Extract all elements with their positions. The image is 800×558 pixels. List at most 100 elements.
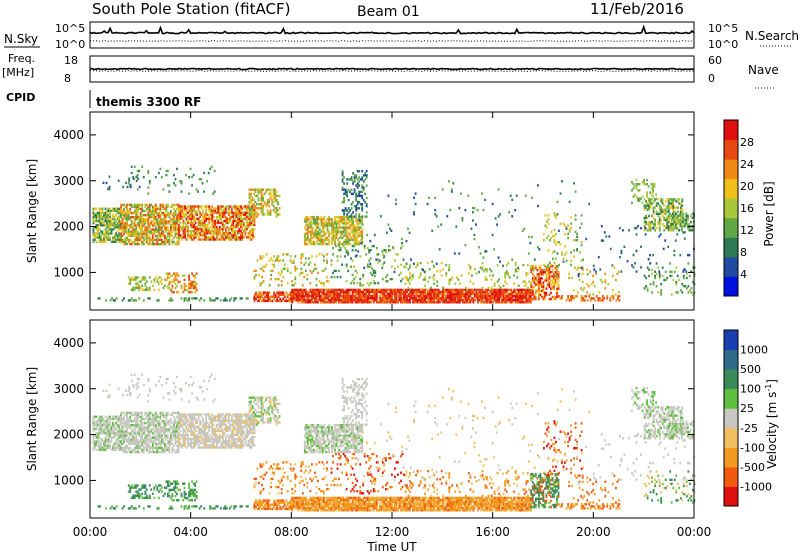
data-cell bbox=[683, 218, 686, 222]
data-cell bbox=[526, 299, 529, 302]
data-cell bbox=[419, 290, 422, 294]
data-cell bbox=[250, 192, 252, 196]
data-cell bbox=[141, 240, 144, 244]
data-cell bbox=[240, 215, 242, 218]
data-cell bbox=[170, 297, 172, 300]
data-cell bbox=[295, 290, 298, 294]
data-cell bbox=[118, 240, 120, 243]
data-cell bbox=[113, 207, 116, 210]
data-cell bbox=[416, 261, 419, 265]
data-cell bbox=[262, 211, 264, 214]
data-cell bbox=[400, 280, 402, 283]
data-cell bbox=[499, 290, 502, 294]
data-cell bbox=[337, 220, 339, 223]
data-cell bbox=[185, 207, 188, 210]
data-cell bbox=[182, 232, 185, 235]
data-cell bbox=[253, 219, 256, 223]
data-cell bbox=[316, 224, 318, 227]
data-cell bbox=[502, 296, 505, 300]
data-cell bbox=[107, 217, 110, 221]
data-cell bbox=[103, 240, 105, 243]
data-cell bbox=[280, 269, 283, 273]
data-cell bbox=[448, 294, 451, 298]
data-cell bbox=[107, 226, 110, 229]
data-cell bbox=[352, 180, 354, 183]
data-cell bbox=[95, 226, 98, 229]
data-cell bbox=[347, 301, 349, 304]
data-cell bbox=[664, 225, 667, 228]
data-cell bbox=[320, 294, 322, 298]
data-cell bbox=[554, 264, 557, 268]
data-cell bbox=[332, 224, 335, 227]
data-cell bbox=[412, 296, 414, 300]
data-cell bbox=[217, 221, 220, 225]
data-cell bbox=[368, 296, 371, 300]
data-cell bbox=[110, 209, 113, 212]
data-cell bbox=[262, 196, 264, 200]
data-cell bbox=[252, 215, 254, 218]
data-cell bbox=[217, 207, 220, 210]
data-cell bbox=[97, 224, 99, 227]
data-cell bbox=[170, 299, 172, 302]
data-cell bbox=[329, 290, 331, 294]
data-cell bbox=[168, 238, 171, 242]
data-cell bbox=[192, 274, 195, 277]
data-cell bbox=[265, 203, 267, 206]
data-cell bbox=[557, 279, 560, 282]
data-cell bbox=[347, 294, 349, 298]
data-cell bbox=[95, 423, 98, 427]
data-cell bbox=[672, 198, 675, 201]
data-cell bbox=[165, 226, 168, 229]
data-cell bbox=[323, 301, 325, 304]
data-cell bbox=[133, 205, 136, 209]
data-cell bbox=[654, 274, 656, 278]
data-cell bbox=[191, 175, 193, 179]
data-cell bbox=[294, 288, 297, 292]
data-cell bbox=[652, 212, 655, 215]
data-cell bbox=[141, 230, 144, 233]
data-cell bbox=[306, 218, 309, 221]
data-cell bbox=[150, 209, 153, 213]
data-cell bbox=[193, 217, 195, 220]
data-cell bbox=[486, 301, 488, 304]
data-cell bbox=[505, 294, 508, 298]
data-cell bbox=[378, 259, 381, 262]
data-cell bbox=[218, 238, 221, 241]
data-cell bbox=[145, 232, 148, 235]
data-cell bbox=[109, 238, 111, 241]
data-cell bbox=[680, 222, 683, 226]
data-cell bbox=[276, 297, 278, 300]
data-cell bbox=[590, 283, 593, 286]
data-cell bbox=[97, 228, 99, 231]
data-cell bbox=[185, 284, 187, 288]
data-cell bbox=[655, 262, 658, 265]
data-cell bbox=[156, 278, 159, 281]
data-cell bbox=[181, 225, 183, 229]
data-cell bbox=[319, 234, 321, 237]
data-cell bbox=[483, 294, 485, 298]
data-cell bbox=[323, 296, 325, 300]
data-cell bbox=[295, 292, 298, 296]
data-cell bbox=[556, 277, 558, 280]
data-cell bbox=[307, 301, 310, 304]
data-cell bbox=[651, 268, 653, 271]
data-cell bbox=[98, 430, 101, 433]
data-cell bbox=[609, 247, 612, 251]
data-cell bbox=[421, 299, 423, 302]
data-cell bbox=[320, 222, 323, 225]
data-cell bbox=[353, 224, 356, 227]
data-cell bbox=[170, 274, 172, 277]
data-cell bbox=[124, 238, 127, 242]
data-cell bbox=[170, 230, 172, 233]
data-cell bbox=[646, 289, 649, 292]
data-cell bbox=[120, 216, 122, 219]
data-cell bbox=[154, 218, 157, 221]
data-cell bbox=[359, 301, 362, 304]
data-cell bbox=[178, 234, 180, 237]
data-cell bbox=[190, 205, 192, 208]
data-cell bbox=[188, 213, 191, 216]
data-cell bbox=[655, 227, 658, 230]
data-cell bbox=[179, 180, 181, 183]
data-cell bbox=[567, 297, 569, 300]
data-cell bbox=[292, 288, 295, 292]
